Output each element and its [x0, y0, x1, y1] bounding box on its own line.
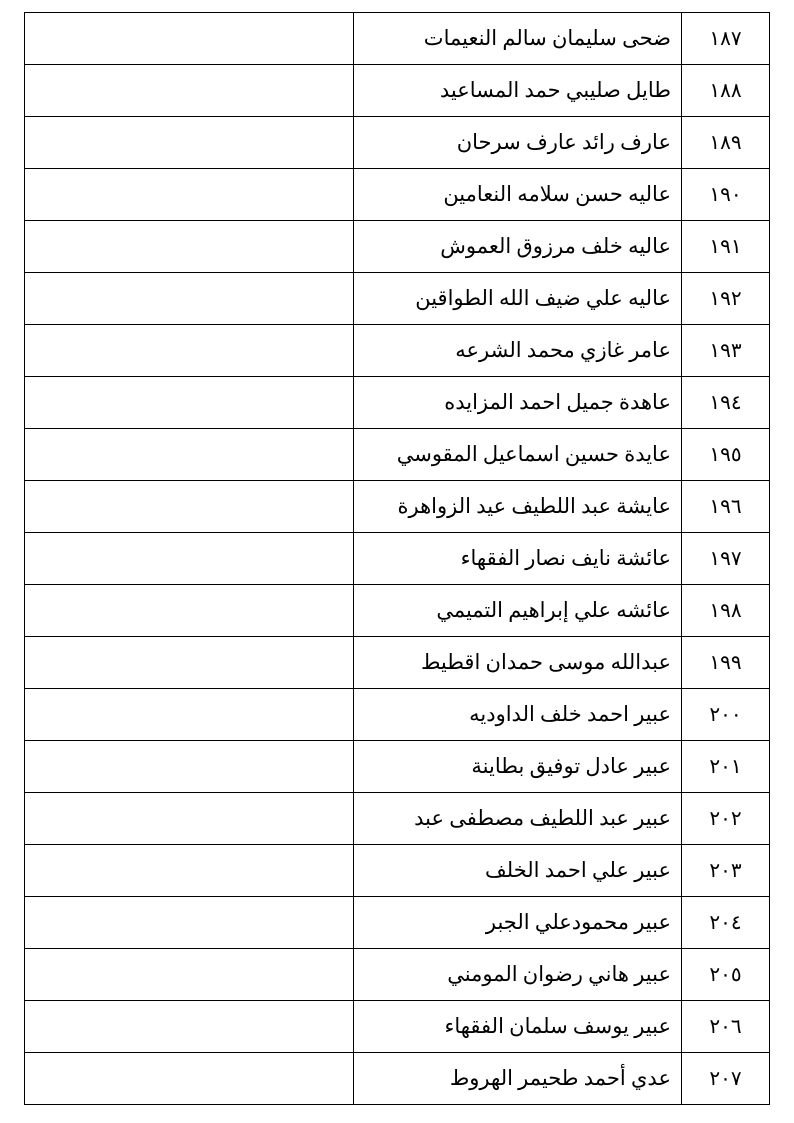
table-row: ١٩٧عائشة نايف نصار الفقهاء: [25, 533, 770, 585]
row-name: عاليه حسن سلامه النعامين: [353, 169, 682, 221]
table-row: ١٩٣عامر غازي محمد الشرعه: [25, 325, 770, 377]
row-empty: [25, 65, 354, 117]
table-body: ١٨٧ضحى سليمان سالم النعيمات١٨٨طايل صليبي…: [25, 13, 770, 1105]
table-row: ١٨٧ضحى سليمان سالم النعيمات: [25, 13, 770, 65]
row-number: ٢٠٢: [682, 793, 770, 845]
row-empty: [25, 221, 354, 273]
table-row: ١٨٨طايل صليبي حمد المساعيد: [25, 65, 770, 117]
names-table: ١٨٧ضحى سليمان سالم النعيمات١٨٨طايل صليبي…: [24, 12, 770, 1105]
row-number: ١٩٦: [682, 481, 770, 533]
row-empty: [25, 793, 354, 845]
row-empty: [25, 637, 354, 689]
row-name: عاليه خلف مرزوق العموش: [353, 221, 682, 273]
row-empty: [25, 585, 354, 637]
table-row: ١٩٤عاهدة جميل احمد المزايده: [25, 377, 770, 429]
table-row: ١٨٩عارف رائد عارف سرحان: [25, 117, 770, 169]
row-number: ٢٠٧: [682, 1053, 770, 1105]
row-name: عبير هاني رضوان المومني: [353, 949, 682, 1001]
table-row: ٢٠٧عدي أحمد طحيمر الهروط: [25, 1053, 770, 1105]
table-row: ٢٠٠عبير احمد خلف الداوديه: [25, 689, 770, 741]
row-empty: [25, 533, 354, 585]
row-name: عبير عادل توفيق بطاينة: [353, 741, 682, 793]
row-empty: [25, 481, 354, 533]
row-number: ٢٠٠: [682, 689, 770, 741]
row-number: ٢٠٥: [682, 949, 770, 1001]
row-empty: [25, 325, 354, 377]
row-number: ١٩٨: [682, 585, 770, 637]
row-name: عبدالله موسى حمدان اقطيط: [353, 637, 682, 689]
table-row: ١٩٦عايشة عبد اللطيف عيد الزواهرة: [25, 481, 770, 533]
row-empty: [25, 13, 354, 65]
row-empty: [25, 273, 354, 325]
table-row: ٢٠٣عبير علي احمد الخلف: [25, 845, 770, 897]
row-number: ١٩٠: [682, 169, 770, 221]
row-empty: [25, 689, 354, 741]
row-number: ١٨٩: [682, 117, 770, 169]
table-row: ٢٠١عبير عادل توفيق بطاينة: [25, 741, 770, 793]
row-number: ١٩٣: [682, 325, 770, 377]
row-name: ضحى سليمان سالم النعيمات: [353, 13, 682, 65]
row-number: ٢٠٤: [682, 897, 770, 949]
row-name: عارف رائد عارف سرحان: [353, 117, 682, 169]
row-name: عايدة حسين اسماعيل المقوسي: [353, 429, 682, 481]
row-name: عاليه علي ضيف الله الطواقين: [353, 273, 682, 325]
row-empty: [25, 169, 354, 221]
row-number: ١٩٥: [682, 429, 770, 481]
row-name: عامر غازي محمد الشرعه: [353, 325, 682, 377]
row-empty: [25, 949, 354, 1001]
row-name: عبير احمد خلف الداوديه: [353, 689, 682, 741]
row-number: ١٩٧: [682, 533, 770, 585]
table-row: ١٩٩عبدالله موسى حمدان اقطيط: [25, 637, 770, 689]
row-empty: [25, 845, 354, 897]
table-row: ١٩٠عاليه حسن سلامه النعامين: [25, 169, 770, 221]
table-row: ١٩٥عايدة حسين اسماعيل المقوسي: [25, 429, 770, 481]
table-row: ٢٠٢عبير عبد اللطيف مصطفى عبد: [25, 793, 770, 845]
row-name: طايل صليبي حمد المساعيد: [353, 65, 682, 117]
row-number: ٢٠٦: [682, 1001, 770, 1053]
table-row: ٢٠٥عبير هاني رضوان المومني: [25, 949, 770, 1001]
row-empty: [25, 377, 354, 429]
row-number: ١٩٢: [682, 273, 770, 325]
row-name: عايشة عبد اللطيف عيد الزواهرة: [353, 481, 682, 533]
row-empty: [25, 741, 354, 793]
table-row: ١٩١عاليه خلف مرزوق العموش: [25, 221, 770, 273]
row-name: عدي أحمد طحيمر الهروط: [353, 1053, 682, 1105]
table-row: ١٩٢عاليه علي ضيف الله الطواقين: [25, 273, 770, 325]
row-number: ١٩٩: [682, 637, 770, 689]
row-name: عاهدة جميل احمد المزايده: [353, 377, 682, 429]
row-number: ٢٠١: [682, 741, 770, 793]
row-name: عبير يوسف سلمان الفقهاء: [353, 1001, 682, 1053]
row-empty: [25, 117, 354, 169]
table-row: ٢٠٦عبير يوسف سلمان الفقهاء: [25, 1001, 770, 1053]
row-name: عائشة نايف نصار الفقهاء: [353, 533, 682, 585]
row-number: ٢٠٣: [682, 845, 770, 897]
row-number: ١٩٤: [682, 377, 770, 429]
row-empty: [25, 1001, 354, 1053]
row-name: عبير محمودعلي الجبر: [353, 897, 682, 949]
row-name: عبير عبد اللطيف مصطفى عبد: [353, 793, 682, 845]
table-row: ٢٠٤عبير محمودعلي الجبر: [25, 897, 770, 949]
row-number: ١٩١: [682, 221, 770, 273]
row-empty: [25, 429, 354, 481]
row-name: عائشه علي إبراهيم التميمي: [353, 585, 682, 637]
table-row: ١٩٨عائشه علي إبراهيم التميمي: [25, 585, 770, 637]
row-number: ١٨٨: [682, 65, 770, 117]
row-number: ١٨٧: [682, 13, 770, 65]
row-empty: [25, 1053, 354, 1105]
row-empty: [25, 897, 354, 949]
row-name: عبير علي احمد الخلف: [353, 845, 682, 897]
